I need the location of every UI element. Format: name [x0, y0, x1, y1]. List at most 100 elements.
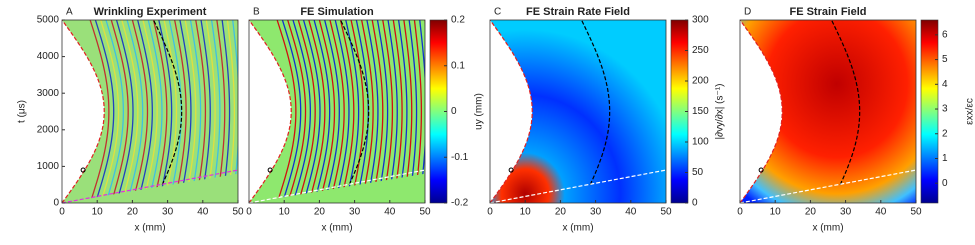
x-tick-label: 40 [384, 207, 396, 218]
stripe [313, 20, 331, 203]
colorbar-tick-label: 150 [692, 106, 709, 117]
marker [758, 167, 764, 173]
stripe [366, 20, 379, 203]
panel-label: C [494, 7, 501, 18]
marker [508, 167, 514, 173]
y-tick-label: 5000 [37, 15, 60, 26]
stripe [110, 20, 129, 203]
shock-line [830, 20, 861, 185]
x-tick-label: 30 [840, 207, 852, 218]
stripe [339, 20, 355, 203]
panel: 0 10 20 30 40 50x (mm)D FE Strain Field6543210… [737, 6, 975, 234]
x-tick-label: 0 [487, 207, 493, 218]
colorbar-tick-label: 5 [942, 54, 948, 65]
pre-wave-region [62, 173, 238, 203]
x-tick-label: 40 [875, 207, 887, 218]
colorbar-tick-label: 6 [942, 29, 948, 40]
colorbar-tick-label: 0 [451, 106, 457, 117]
field [249, 20, 425, 203]
x-tick-label: 10 [520, 207, 532, 218]
colorbar-tick-label: 0.2 [451, 15, 465, 26]
panel: 0 10 20 30 40 50 x (mm) B FE Simulation 0.2 0.1 0 -0… [246, 6, 484, 234]
stripe [174, 20, 187, 203]
colorbar-tick-label: 100 [692, 137, 709, 148]
stripe [179, 20, 192, 203]
stripe [345, 20, 360, 203]
panel-label: A [66, 7, 73, 18]
unloaded-region [62, 20, 105, 203]
colorbar-tick-label: 0.1 [451, 60, 465, 71]
x-tick-label: 20 [314, 207, 326, 218]
y-tick-label: 2000 [37, 124, 60, 135]
colorbar-tick-label: 300 [692, 15, 709, 26]
x-tick-label: 0 [246, 207, 252, 218]
stripe [334, 20, 350, 203]
stripe [302, 20, 321, 203]
y-tick-label: 4000 [37, 51, 60, 62]
panel-title: FE Strain Field [789, 6, 866, 18]
unloaded-region [490, 20, 533, 203]
x-tick-label: 50 [232, 207, 244, 218]
panel-title: Wrinkling Experiment [94, 6, 207, 18]
colorbar-tick-label: 250 [692, 45, 709, 56]
x-tick-label: 50 [660, 207, 672, 218]
stripe [105, 20, 124, 203]
stripe [137, 20, 153, 203]
stripe [413, 20, 423, 203]
stripe [281, 20, 302, 203]
x-tick-label: 10 [770, 207, 782, 218]
stripe [397, 20, 408, 203]
x-tick-label: 0 [59, 207, 65, 218]
stripe [355, 20, 369, 203]
stripe [387, 20, 398, 203]
x-tick-label: 0 [737, 207, 743, 218]
axes-frame [61, 19, 239, 204]
x-tick-label: 10 [92, 207, 104, 218]
colorbar-label: |∂vy/∂x| (s⁻¹) [715, 84, 726, 140]
stripe [216, 20, 226, 203]
colorbar-label: εxx/εc [965, 98, 975, 125]
stripe [195, 20, 207, 203]
stripe [158, 20, 173, 203]
stripe [184, 20, 197, 203]
stripe [131, 20, 149, 203]
y-tick-label: 3000 [37, 88, 60, 99]
stripe [232, 20, 238, 203]
axes-frame [739, 19, 917, 204]
panel: 0 10 20 30 40 50 x (mm) 0 1000 2000 3000 4000 5000 t … [17, 6, 244, 234]
panel: 0 10 20 30 40 50 x (mm) C FE Strain Rate Field 30… [487, 6, 725, 234]
stripe [94, 20, 115, 203]
stripe [189, 20, 202, 203]
colorbar-tick-label: 3 [942, 104, 948, 115]
y-tick-label: 0 [53, 198, 59, 209]
stripe [121, 20, 139, 203]
stripe [419, 20, 425, 203]
stripe [408, 20, 418, 203]
x-tick-label: 20 [805, 207, 817, 218]
x-tick-label: 40 [197, 207, 209, 218]
stripe [142, 20, 158, 203]
shock-line [152, 20, 183, 185]
x-tick-label: 20 [555, 207, 567, 218]
unloaded-region [740, 20, 783, 203]
stripe [371, 20, 384, 203]
stripe [115, 20, 134, 203]
stripe [205, 20, 216, 203]
panel-title: FE Strain Rate Field [526, 6, 630, 18]
colorbar-label: uy (mm) [474, 93, 485, 130]
stripe [237, 20, 238, 203]
stripe [168, 20, 182, 203]
x-tick-label: 20 [127, 207, 139, 218]
axes-frame [489, 19, 667, 204]
unloaded-region [249, 20, 292, 203]
stripe [403, 20, 413, 203]
field [740, 20, 916, 203]
stripe [100, 20, 120, 203]
x-axis-label: x (mm) [812, 223, 843, 234]
colorbar-tick-label: 200 [692, 76, 709, 87]
stripe [308, 20, 326, 203]
colorbar-tick-label: 50 [692, 167, 704, 178]
y-tick-label: 1000 [37, 161, 60, 172]
stripe [392, 20, 403, 203]
